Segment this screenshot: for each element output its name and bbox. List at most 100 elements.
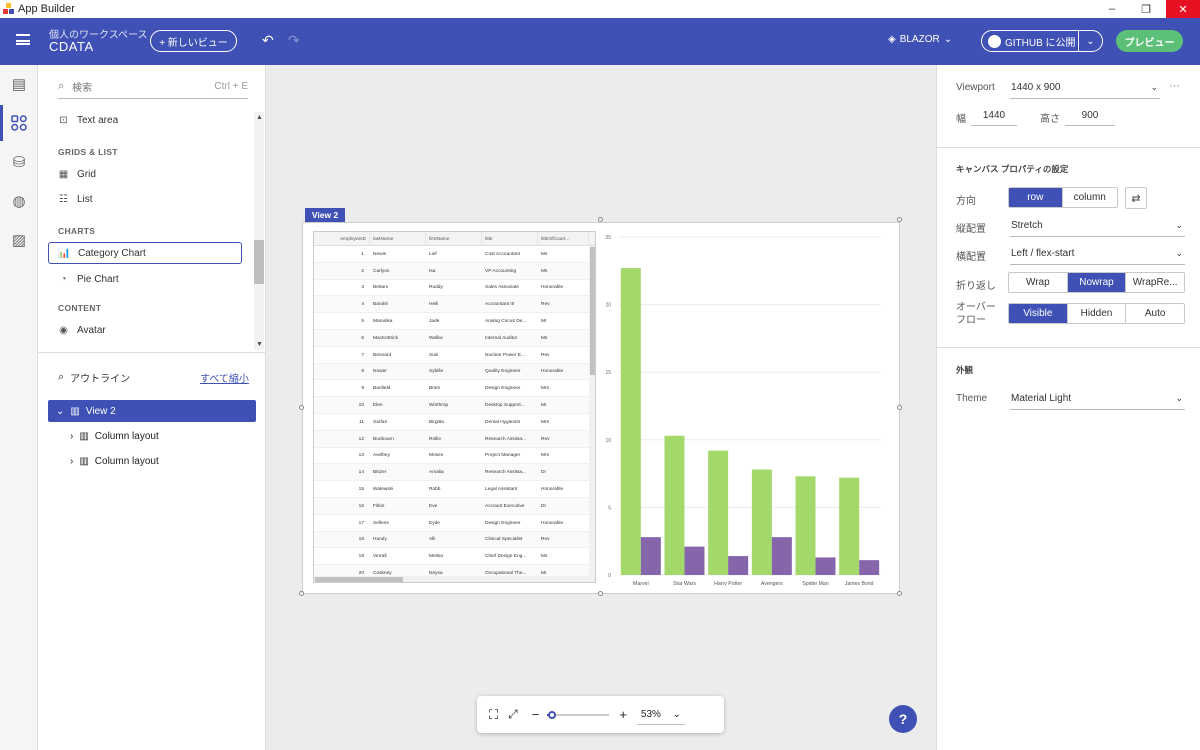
chevron-right-icon[interactable]: › [70, 430, 74, 442]
views-icon[interactable]: ▤ [11, 76, 27, 93]
table-row[interactable]: 2 Carlyon Isa VP Accounting Ms [314, 262, 589, 280]
grid-vertical-scrollbar[interactable] [589, 246, 595, 576]
zoom-slider-thumb[interactable] [548, 710, 557, 719]
table-row[interactable]: 15 Walewski Robb Legal Assistant Honorable [314, 481, 589, 498]
chart-bar[interactable] [751, 469, 772, 575]
redo-icon[interactable]: ↷ [288, 32, 300, 48]
table-row[interactable]: 11 Sarfati Birgitta Dental Hygienist Mrs [314, 414, 589, 431]
chevron-down-icon[interactable]: ⌄ [56, 405, 65, 417]
zoom-in-icon[interactable]: + [619, 707, 627, 722]
table-row[interactable]: 9 Banfield Brien Design Engineer Mrs [314, 380, 589, 398]
resize-handle[interactable] [897, 591, 902, 596]
grid-column-header[interactable]: titleOfCourt... [538, 232, 589, 246]
project-name[interactable]: CDATA [49, 39, 94, 54]
resize-handle[interactable] [299, 591, 304, 596]
chart-bar[interactable] [728, 556, 749, 575]
resize-handle[interactable] [897, 217, 902, 222]
new-view-button[interactable]: + 新しいビュー [150, 30, 237, 52]
width-input[interactable]: 1440 [971, 106, 1017, 126]
height-input[interactable]: 900 [1065, 106, 1115, 126]
data-sources-icon[interactable]: ⛁ [12, 154, 26, 171]
resize-handle[interactable] [299, 405, 304, 410]
wrap-reverse-button[interactable]: WrapRe... [1132, 277, 1178, 288]
grid-column-header[interactable]: firstName [426, 232, 482, 246]
horizontal-align-select[interactable]: Left / flex-start ⌄ [1010, 243, 1185, 265]
resize-handle[interactable] [897, 405, 902, 410]
table-row[interactable]: 7 Bennard Susi Nuclear Power E... Rev [314, 347, 589, 364]
expand-icon[interactable]: ⤢ [508, 707, 518, 721]
chevron-right-icon[interactable]: › [70, 455, 74, 467]
zoom-slider[interactable] [547, 710, 610, 720]
overflow-hidden-button[interactable]: Hidden [1068, 304, 1127, 323]
grid-column-header[interactable]: title [482, 232, 538, 246]
help-button[interactable]: ? [889, 705, 917, 733]
more-options-icon[interactable]: ⋯ [1169, 80, 1180, 92]
undo-icon[interactable]: ↶ [262, 32, 274, 48]
theme-select[interactable]: Material Light ⌄ [1010, 388, 1185, 410]
grid-horizontal-scrollbar[interactable] [314, 576, 595, 582]
toolbox-item-text-area[interactable]: ⊡ Text area [48, 109, 242, 131]
table-row[interactable]: 3 Bettam Ruddy Sales Associate Honorable [314, 280, 589, 297]
assets-image-icon[interactable]: ▨ [11, 232, 27, 249]
chart-bar[interactable] [859, 560, 880, 575]
minimize-button[interactable]: – [1108, 3, 1116, 15]
toolbox-item-pie-chart[interactable]: ◔ Pie Chart [48, 268, 242, 290]
theme-palette-icon[interactable]: ◍ [12, 193, 26, 210]
toolbox-item-avatar[interactable]: ◉ Avatar [48, 319, 242, 341]
close-button[interactable]: ✕ [1166, 0, 1200, 18]
scroll-up-icon[interactable]: ▲ [256, 114, 263, 121]
toolbox-item-category-chart[interactable]: 📊 Category Chart [48, 242, 242, 264]
collapse-all-link[interactable]: すべて縮小 [200, 374, 249, 385]
table-row[interactable]: 12 Bunbourn Rollie Research Assista... Rev [314, 430, 589, 448]
view-frame[interactable]: employeeID lastName firstName title titleOfC… [302, 222, 900, 594]
toolbox-scrollbar[interactable]: ▲ ▼ [254, 112, 264, 350]
overflow-auto-button[interactable]: Auto [1144, 308, 1166, 319]
table-row[interactable]: 5 Marusika Jade Analog Circuit De... Mr [314, 313, 589, 330]
toolbox-scroll-thumb[interactable] [254, 240, 264, 284]
table-row[interactable]: 18 Hundy Alli Clinical Specialist Rev [314, 531, 589, 549]
search-input[interactable]: 検索 [72, 83, 93, 94]
zoom-out-icon[interactable]: − [531, 707, 540, 722]
table-row[interactable]: 17 Sellens Eyde Design Engineer Honorable [314, 515, 589, 532]
resize-handle[interactable] [598, 591, 603, 596]
table-row[interactable]: 16 Fitkin Eve Account Executive Dr [314, 498, 589, 515]
nowrap-button[interactable]: Nowrap [1067, 273, 1127, 292]
data-grid[interactable]: employeeID lastName firstName title titleOfC… [313, 231, 596, 583]
chart-bar[interactable] [640, 537, 661, 575]
outline-item-column-layout[interactable]: › ▥ Column layout [70, 450, 159, 472]
chart-bar[interactable] [795, 476, 816, 575]
viewport-select[interactable]: 1440 x 900 ⌄ [1010, 77, 1160, 99]
outline-item-view[interactable]: ⌄ ▥ View 2 [48, 400, 256, 422]
chart-bar[interactable] [708, 450, 729, 575]
table-row[interactable]: 6 MacKettrick Walliw Internal Auditor Ms [314, 330, 589, 347]
fit-to-screen-icon[interactable]: ⛶ [489, 706, 499, 722]
grid-column-header[interactable]: employeeID [314, 232, 370, 246]
direction-row-button[interactable]: row [1009, 188, 1063, 207]
hamburger-menu-icon[interactable] [16, 34, 30, 45]
table-row[interactable]: 19 Verrall Melisa Chief Design Eng... Ms [314, 548, 589, 566]
table-row[interactable]: 10 Elen Winthrop Desktop Support... Mr [314, 397, 589, 414]
resize-handle[interactable] [598, 217, 603, 222]
vertical-align-select[interactable]: Stretch ⌄ [1010, 215, 1185, 237]
swap-direction-icon[interactable]: ⇄ [1125, 187, 1147, 209]
grid-scroll-thumb[interactable] [315, 577, 403, 582]
toolbox-item-grid[interactable]: ▦ Grid [48, 163, 242, 185]
wrap-button[interactable]: Wrap [1009, 273, 1068, 292]
direction-column-button[interactable]: column [1073, 192, 1106, 203]
chart-bar[interactable] [771, 537, 792, 575]
grid-column-header[interactable]: lastName [370, 232, 426, 246]
overflow-visible-button[interactable]: Visible [1009, 304, 1068, 323]
table-row[interactable]: 4 Barukh Heili Accountant III Rev [314, 296, 589, 314]
zoom-level-select[interactable]: 53% ⌄ [636, 705, 685, 725]
chart-bar[interactable] [839, 477, 860, 575]
framework-selector[interactable]: ◈ BLAZOR ⌄ [888, 34, 952, 45]
design-canvas[interactable]: View 2 employeeID lastName firstName title t… [266, 65, 936, 750]
toolbox-search[interactable]: ⌕ 検索 Ctrl + E [58, 75, 248, 99]
chart-bar[interactable] [684, 546, 705, 575]
table-row[interactable]: 14 Bitizer Amalia Research Assista... Dr [314, 464, 589, 482]
chart-bar[interactable] [620, 268, 641, 575]
github-dropdown-icon[interactable]: ⌄ [1086, 35, 1095, 47]
table-row[interactable]: 8 Nower Sybille Quality Engineer Honorable [314, 363, 589, 381]
category-chart[interactable]: 0 5 10 15 20 25 Marvel Star Wars Harry Potter Ave… [601, 227, 893, 589]
grid-scroll-thumb[interactable] [590, 247, 595, 375]
